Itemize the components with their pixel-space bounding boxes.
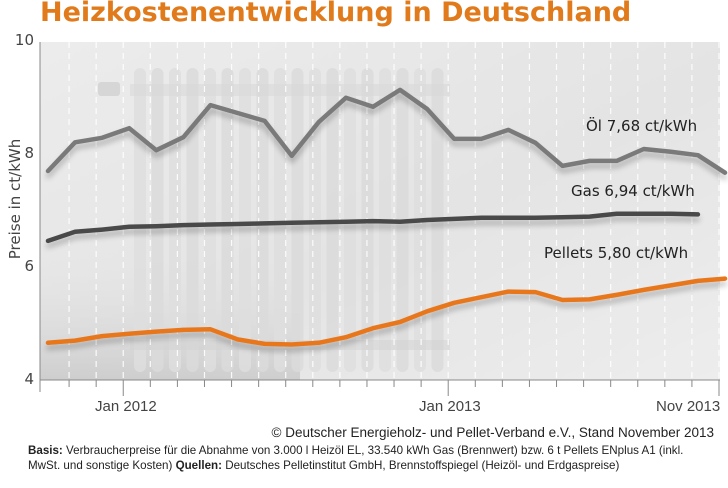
radiator-fin <box>186 68 199 372</box>
y-tick-label: 10 <box>14 31 34 49</box>
footnote-basis-label: Basis: <box>28 444 63 457</box>
radiator-fin <box>134 68 146 372</box>
y-tick-label: 6 <box>24 257 34 275</box>
series-label-oil: Öl 7,68 ct/kWh <box>586 117 698 135</box>
radiator-bar <box>130 84 450 96</box>
x-tick-label: Jan 2013 <box>419 398 481 415</box>
footnote-sources-text: Deutsches Pelletinstitut GmbH, Brennstof… <box>221 459 620 472</box>
radiator-fin <box>291 68 304 372</box>
series-line-oel <box>45 87 728 175</box>
radiator-fin <box>274 68 286 372</box>
y-tick-label: 4 <box>24 370 34 388</box>
radiator-valve <box>98 82 120 96</box>
radiator-watermark <box>98 68 450 372</box>
y-tick-label: 8 <box>24 144 34 162</box>
radiator-fin <box>221 68 234 372</box>
chart-title: Heizkostenentwicklung in Deutschland <box>40 0 632 28</box>
footnote: Basis: Verbraucherpreise für die Abnahme… <box>28 443 718 473</box>
footnote-basis-text: Verbraucherpreise für die Abnahme von 3.… <box>28 444 684 472</box>
footnote-sources-label: Quellen: <box>175 459 222 472</box>
radiator-fin <box>151 68 164 372</box>
radiator-fin <box>256 68 269 372</box>
radiator-fin <box>239 68 251 372</box>
copyright-notice: © Deutscher Energieholz- und Pellet-Verb… <box>271 425 714 440</box>
radiator-fin <box>204 68 216 372</box>
series-label-pellets: Pellets 5,80 ct/kWh <box>544 244 689 262</box>
radiator-fin <box>169 68 181 372</box>
axes <box>39 42 720 396</box>
grid-lines <box>68 42 720 380</box>
x-tick-label: Jan 2012 <box>95 398 157 415</box>
x-tick-label: Nov 2013 <box>656 398 721 415</box>
series-line-pellets <box>45 276 728 347</box>
series-label-gas: Gas 6,94 ct/kWh <box>571 182 695 200</box>
series-lines <box>45 87 728 347</box>
radiator-fin <box>309 68 321 372</box>
